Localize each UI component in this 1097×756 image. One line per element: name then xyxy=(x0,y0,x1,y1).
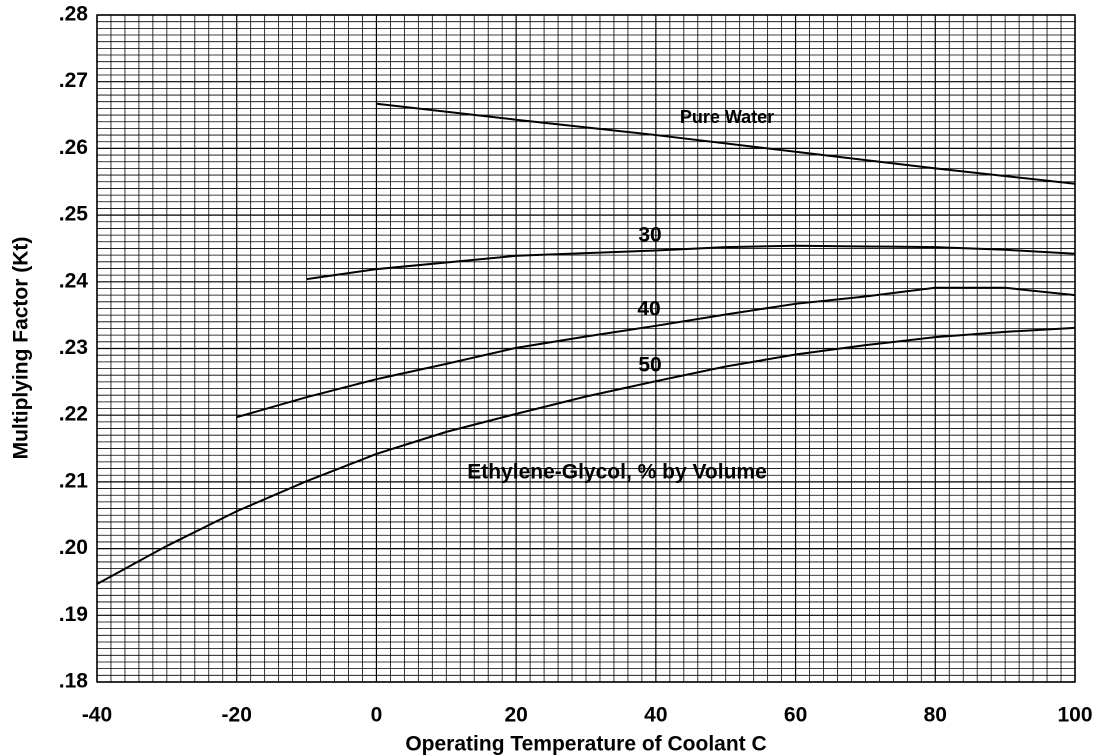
x-tick-label: 40 xyxy=(644,704,667,727)
line xyxy=(376,102,1076,185)
y-axis-label: Multiplying Factor (Kt) xyxy=(10,237,33,460)
y-tick-label: .19 xyxy=(59,603,88,626)
x-tick-label: 20 xyxy=(504,704,527,727)
x-tick-label: -20 xyxy=(222,704,252,727)
x-tick-label: -40 xyxy=(82,704,112,727)
x-tick-label: 100 xyxy=(1057,704,1092,727)
plot-frame xyxy=(96,14,1076,683)
x-axis-label: Operating Temperature of Coolant C xyxy=(405,733,766,756)
series-label: 50 xyxy=(638,354,661,377)
y-tick-label: .22 xyxy=(59,403,88,426)
series-label: Pure Water xyxy=(680,107,774,127)
y-tick-label: .24 xyxy=(59,269,89,292)
series-label: 30 xyxy=(638,224,661,247)
annotation: Ethylene-Glycol, % by Volume xyxy=(467,461,767,484)
y-tick-label: .20 xyxy=(59,536,88,559)
line xyxy=(96,326,1076,585)
y-tick-label: .27 xyxy=(59,69,88,92)
x-tick-label: 0 xyxy=(371,704,383,727)
y-tick-label: .28 xyxy=(59,3,89,26)
y-tick-label: .26 xyxy=(59,136,88,159)
x-tick-label: 80 xyxy=(924,704,947,727)
line xyxy=(306,244,1076,281)
y-tick-label: .25 xyxy=(59,203,89,226)
y-tick-label: .18 xyxy=(59,670,89,693)
series-label: 40 xyxy=(637,298,660,321)
x-tick-label: 60 xyxy=(784,704,807,727)
y-tick-label: .23 xyxy=(59,336,88,359)
y-tick-label: .21 xyxy=(59,469,89,492)
line xyxy=(236,286,1076,419)
